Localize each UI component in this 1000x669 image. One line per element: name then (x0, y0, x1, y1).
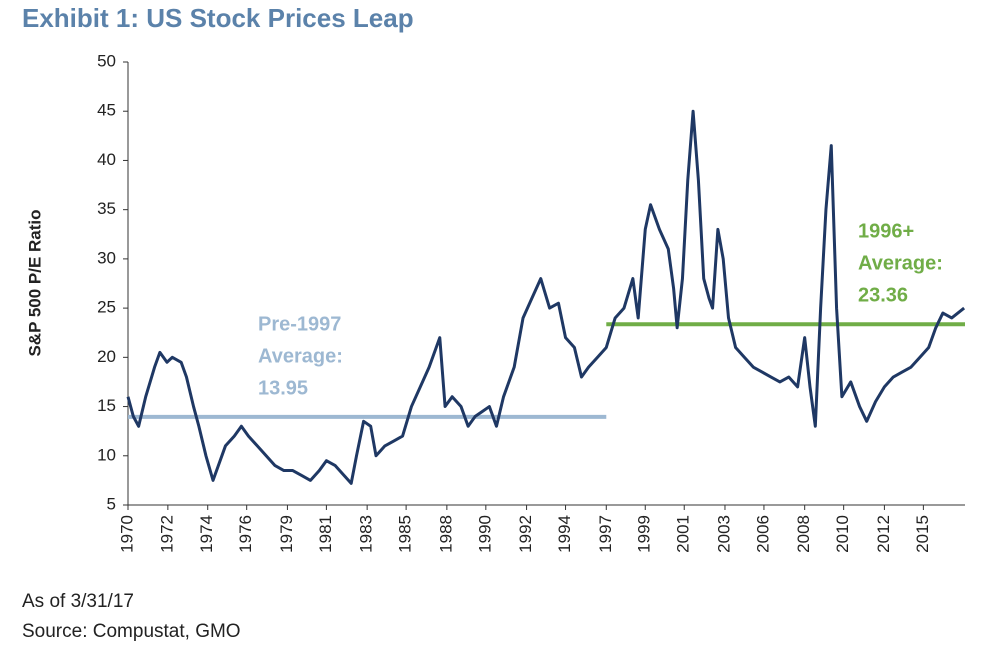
x-tick-label: 1970 (117, 515, 136, 553)
x-tick-label: 1985 (396, 515, 415, 553)
average-label: Average: (258, 345, 343, 367)
y-tick-label: 45 (97, 101, 116, 120)
average-value: 13.95 (258, 377, 308, 399)
average-label: 1996+ (858, 220, 914, 242)
y-tick-label: 40 (97, 150, 116, 169)
y-tick-label: 5 (107, 494, 116, 513)
x-tick-label: 1992 (516, 515, 535, 553)
x-tick-label: 1981 (316, 515, 335, 553)
x-tick-label: 1994 (555, 515, 574, 553)
chart-title: Exhibit 1: US Stock Prices Leap (22, 3, 414, 33)
x-tick-label: 2001 (674, 515, 693, 553)
y-tick-label: 50 (97, 51, 116, 70)
y-axis-label: S&P 500 P/E Ratio (25, 209, 44, 356)
x-tick-label: 2010 (833, 515, 852, 553)
x-tick-label: 2008 (794, 515, 813, 553)
x-tick-label: 1990 (475, 515, 494, 553)
average-label: Pre-1997 (258, 313, 341, 335)
x-tick-label: 1979 (277, 515, 296, 553)
x-tick-label: 1988 (436, 515, 455, 553)
y-tick-label: 20 (97, 347, 116, 366)
average-label: Average: (858, 252, 943, 274)
x-tick-label: 2006 (753, 515, 772, 553)
x-tick-label: 2015 (913, 515, 932, 553)
x-tick-label: 1997 (596, 515, 615, 553)
y-tick-label: 25 (97, 298, 116, 317)
note: As of 3/31/17 (22, 591, 134, 612)
x-tick-label: 2003 (714, 515, 733, 553)
x-tick-label: 1974 (197, 515, 216, 553)
y-tick-label: 15 (97, 396, 116, 415)
y-tick-label: 10 (97, 445, 116, 464)
x-tick-label: 1999 (635, 515, 654, 553)
average-value: 23.36 (858, 284, 908, 306)
x-tick-label: 2012 (874, 515, 893, 553)
x-tick-label: 1983 (357, 515, 376, 553)
data-line (126, 109, 966, 485)
x-tick-label: 1972 (157, 515, 176, 553)
y-tick-label: 35 (97, 199, 116, 218)
note: Source: Compustat, GMO (22, 621, 241, 642)
x-tick-label: 1976 (236, 515, 255, 553)
y-tick-label: 30 (97, 248, 116, 267)
